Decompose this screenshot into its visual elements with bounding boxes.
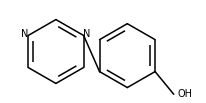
- Text: N: N: [21, 29, 29, 39]
- Text: N: N: [83, 29, 90, 39]
- Text: OH: OH: [177, 89, 192, 99]
